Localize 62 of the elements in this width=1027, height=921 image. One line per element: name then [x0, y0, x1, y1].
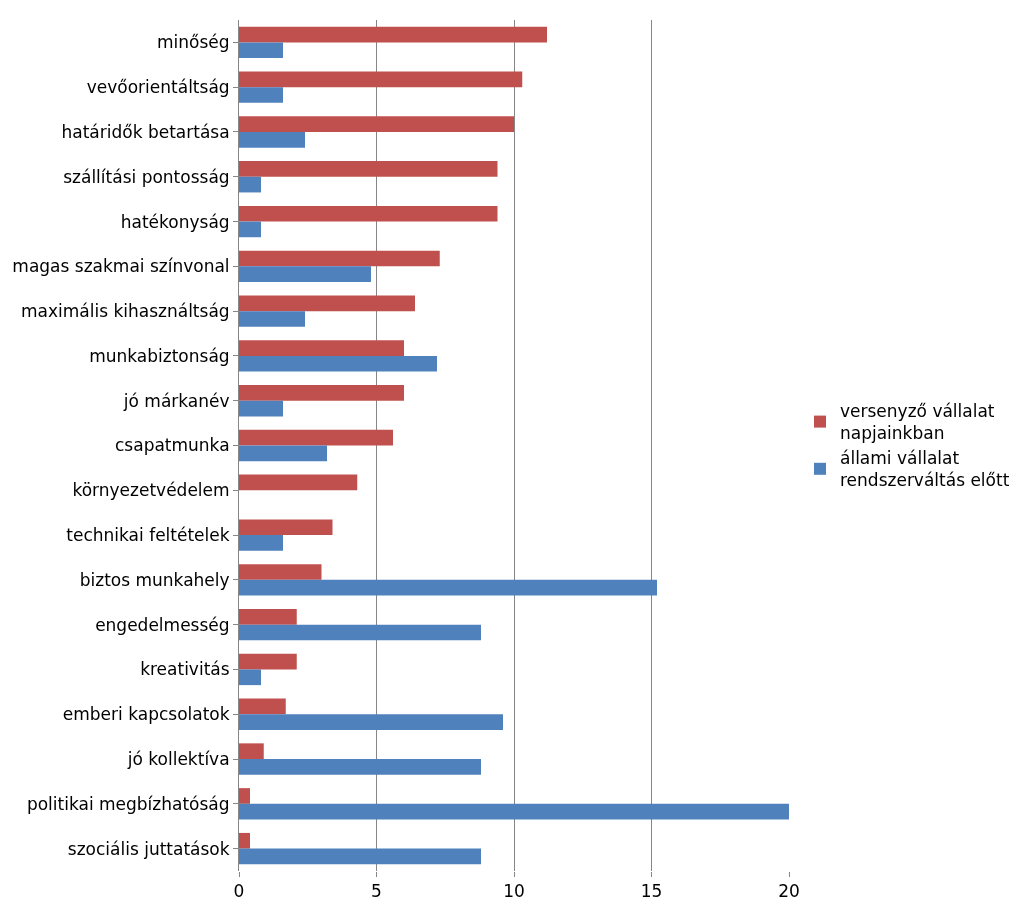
bar: [239, 832, 250, 849]
bar: [239, 429, 393, 446]
bar: [239, 608, 297, 625]
bar: [239, 848, 481, 865]
bar: [239, 266, 371, 283]
y-tick-label: munkabiztonság: [89, 345, 230, 366]
bar: [239, 205, 498, 222]
bar: [239, 714, 503, 730]
y-tick-label: jó kollektíva: [126, 748, 230, 769]
bar: [239, 759, 481, 775]
bar: [239, 803, 789, 820]
bar: [239, 653, 297, 670]
bar: [239, 400, 283, 417]
y-tick-label: politikai megbízhatóság: [26, 793, 230, 814]
y-tick-label: biztos munkahely: [79, 569, 230, 590]
y-tick-label: engedelmesség: [95, 614, 230, 635]
bar: [239, 535, 283, 551]
bar: [239, 385, 404, 401]
y-tick-label: szállítási pontosság: [63, 166, 230, 187]
bar: [239, 250, 440, 267]
bar: [239, 669, 261, 686]
bar: [239, 788, 250, 804]
bar: [239, 445, 327, 462]
bar: [239, 176, 261, 193]
bar: [239, 161, 498, 177]
bar: [239, 743, 264, 760]
bar: [239, 42, 283, 59]
bar: [239, 26, 547, 43]
bar: [239, 116, 514, 132]
y-tick-label: magas szakmai színvonal: [12, 256, 230, 277]
y-tick-label: technikai feltételek: [66, 525, 230, 546]
bar: [239, 221, 261, 238]
bar: [239, 311, 305, 327]
x-tick-label: 5: [371, 881, 382, 902]
bar: [239, 519, 333, 536]
y-tick-label: határidők betartása: [61, 121, 230, 142]
bar: [239, 87, 283, 103]
y-tick-label: szociális juttatások: [67, 838, 230, 859]
y-tick-label: jó márkanév: [122, 390, 230, 411]
bar: [239, 624, 481, 641]
x-tick-label: 0: [233, 881, 245, 902]
x-tick-label: 10: [503, 881, 525, 902]
y-tick-label: maximális kihasználtság: [20, 301, 230, 322]
y-tick-label: vevőorientáltság: [86, 77, 230, 98]
y-tick-label: emberi kapcsolatok: [62, 704, 230, 725]
bar: [239, 698, 286, 715]
y-tick-label: minőség: [157, 32, 230, 53]
y-tick-label: környezetvédelem: [72, 480, 230, 501]
bar: [239, 295, 415, 312]
x-tick-label: 20: [778, 881, 800, 902]
y-tick-label: csapatmunka: [115, 435, 230, 456]
y-tick-label: hatékonyság: [120, 211, 230, 232]
bar: [239, 579, 657, 596]
bar: [239, 355, 437, 372]
bar: [239, 564, 322, 580]
bar: [239, 340, 404, 356]
bar: [239, 131, 305, 148]
x-tick-label: 15: [640, 881, 663, 902]
y-tick-label: kreativitás: [140, 659, 230, 680]
legend-label: állami vállalat rendszerváltás előtt: [840, 448, 1010, 491]
bar: [239, 71, 523, 88]
bar: [239, 474, 358, 491]
